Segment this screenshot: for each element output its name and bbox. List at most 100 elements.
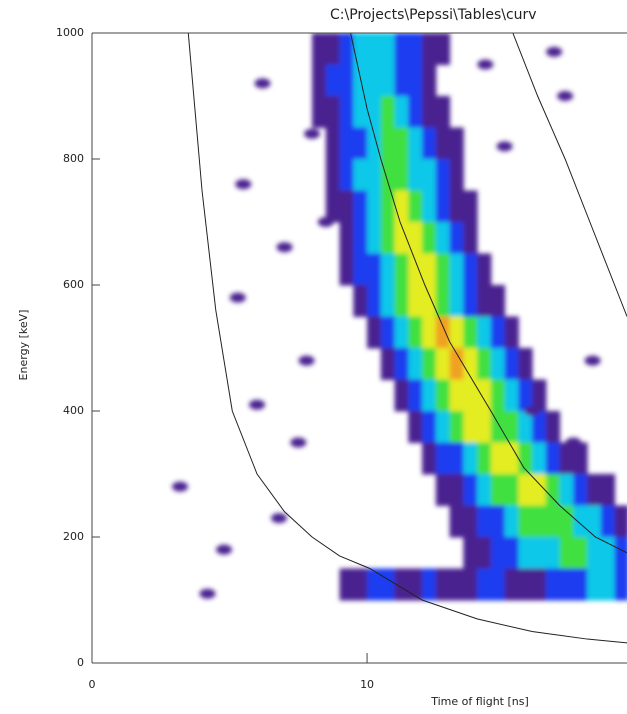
heat-cell	[463, 474, 478, 506]
heat-cell	[408, 159, 423, 191]
heat-cell	[518, 568, 533, 601]
heat-cell	[422, 442, 437, 475]
heat-cell	[573, 442, 588, 475]
heat-cell	[477, 253, 492, 286]
heat-cell	[504, 505, 519, 538]
y-tick-label: 1000	[56, 26, 84, 39]
heat-cell	[504, 442, 519, 475]
speckle	[249, 399, 266, 410]
heat-cell	[422, 348, 437, 380]
heat-cell	[490, 442, 506, 475]
heat-cell	[353, 33, 368, 65]
heat-cell	[339, 568, 354, 601]
heat-cell	[408, 379, 423, 412]
heat-cell	[600, 505, 616, 538]
heat-cell	[532, 411, 547, 443]
heat-cell	[339, 222, 354, 254]
heat-cell	[422, 33, 437, 65]
heat-cell	[435, 379, 451, 412]
curves	[187, 33, 627, 644]
heat-cell	[449, 568, 464, 601]
heat-cell	[408, 316, 423, 349]
heat-cell	[477, 537, 492, 569]
heat-cell	[367, 253, 382, 286]
heat-cell	[449, 190, 464, 223]
heat-cell	[325, 127, 341, 160]
heat-cell	[367, 127, 382, 160]
heat-cell	[394, 253, 409, 286]
heat-cell	[532, 379, 547, 412]
heat-cell	[490, 568, 506, 601]
heat-cell	[380, 159, 396, 191]
heat-cell	[477, 474, 492, 506]
y-tick-label: 400	[63, 404, 84, 417]
heat-cell	[325, 33, 341, 65]
heat-cell	[463, 190, 478, 223]
heat-cell	[394, 159, 409, 191]
heat-cell	[408, 348, 423, 380]
heat-cell	[518, 379, 533, 412]
heat-cell	[449, 379, 464, 412]
y-tick-label: 0	[77, 656, 84, 669]
heat-cell	[532, 474, 547, 506]
heat-cell	[504, 379, 519, 412]
heat-cell	[490, 285, 506, 317]
heat-cell	[353, 568, 368, 601]
heat-cell	[408, 33, 423, 65]
heat-cell	[614, 537, 627, 569]
heat-cell	[463, 222, 478, 254]
heat-cell	[477, 285, 492, 317]
speckle	[298, 355, 315, 366]
speckle	[546, 46, 563, 57]
heat-cell	[367, 64, 382, 97]
heat-cell	[449, 442, 464, 475]
heat-cell	[449, 505, 464, 538]
speckle	[276, 242, 293, 253]
heat-cell	[394, 379, 409, 412]
heat-cell	[449, 253, 464, 286]
heat-cell	[408, 285, 423, 317]
x-tick-label: 10	[360, 678, 374, 691]
x-axis-label: Time of flight [ns]	[430, 695, 529, 708]
heat-cell	[367, 285, 382, 317]
heat-cell	[573, 474, 588, 506]
heat-cell	[367, 568, 382, 601]
heat-cell	[463, 348, 478, 380]
heat-cell	[394, 33, 409, 65]
heat-cell	[394, 316, 409, 349]
heat-cell	[449, 316, 464, 349]
heat-cell	[614, 568, 627, 601]
heat-cell	[408, 96, 423, 128]
y-axis-label: Energy [keV]	[17, 310, 30, 381]
heat-cell	[477, 379, 492, 412]
heat-cell	[490, 537, 506, 569]
heat-cell	[463, 537, 478, 569]
heat-cell	[463, 316, 478, 349]
heat-cell	[559, 474, 574, 506]
heat-cell	[518, 474, 533, 506]
heat-cell	[518, 537, 533, 569]
heat-cell	[532, 537, 547, 569]
heat-cell	[435, 96, 451, 128]
heat-cell	[394, 190, 409, 223]
heat-cell	[312, 64, 327, 97]
heat-cell	[435, 127, 451, 160]
heat-cell	[435, 159, 451, 191]
heat-cell	[600, 568, 616, 601]
heat-cell	[463, 568, 478, 601]
heat-cell	[325, 64, 341, 97]
heat-cell	[339, 190, 354, 223]
heat-cell	[422, 159, 437, 191]
heat-cell	[380, 190, 396, 223]
heat-cell	[325, 190, 341, 223]
heat-cell	[449, 474, 464, 506]
heat-cell	[587, 568, 602, 601]
heat-cell	[408, 127, 423, 160]
heat-cell	[518, 442, 533, 475]
heat-cell	[449, 159, 464, 191]
curve	[187, 33, 627, 644]
heat-cell	[339, 96, 354, 128]
heat-cell	[449, 127, 464, 160]
heat-cell	[587, 474, 602, 506]
